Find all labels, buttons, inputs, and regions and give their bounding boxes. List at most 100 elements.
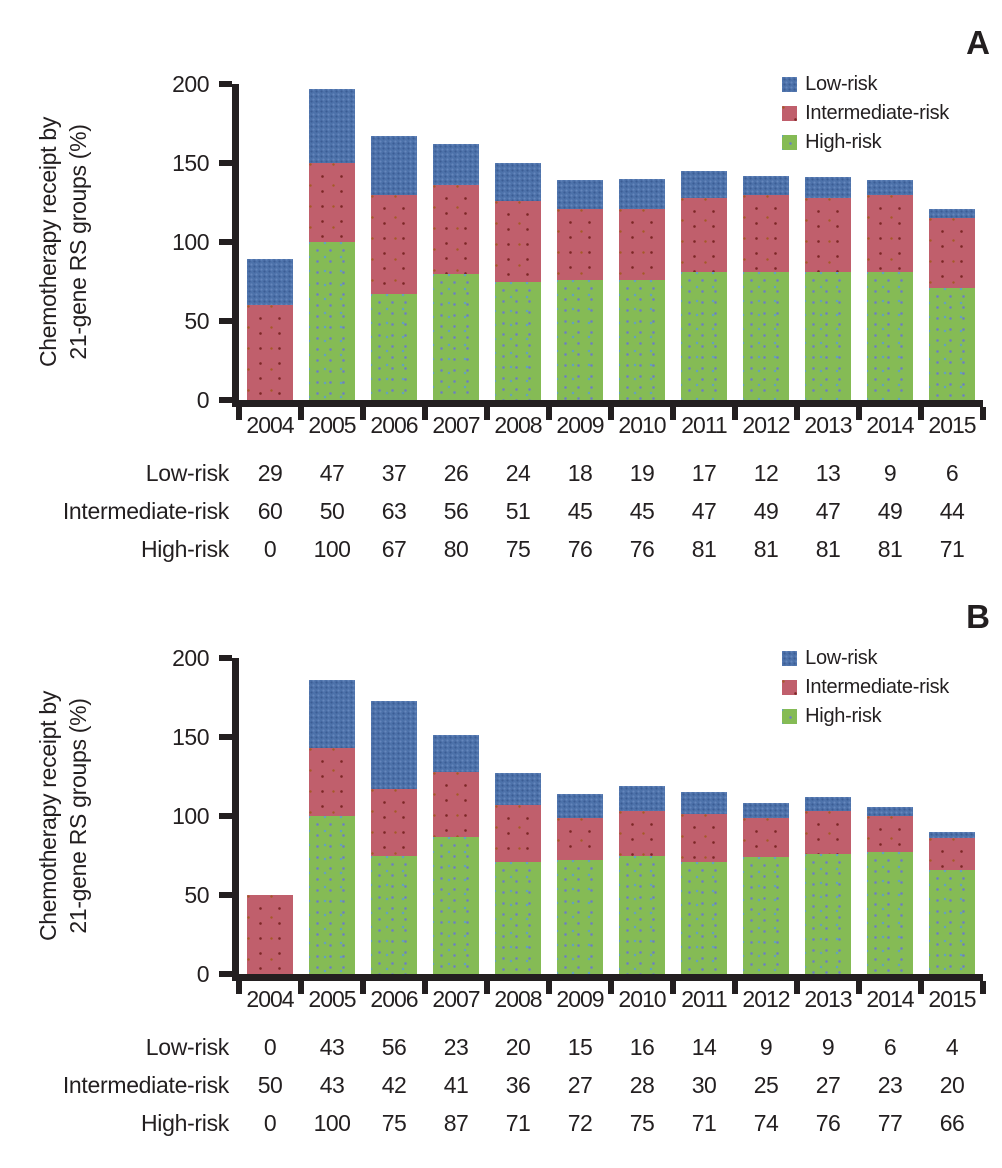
table-value: 43 — [319, 1033, 345, 1060]
x-axis-label: 2015 — [928, 986, 976, 1012]
bar-segment-low — [681, 170, 727, 198]
plot-area: 0 50 100 150 200 Low-risk Intermediate-risk Hi… — [172, 71, 986, 420]
x-axis-label: 2007 — [432, 412, 480, 438]
x-axis-label: 2009 — [556, 412, 604, 438]
bar-segment-intermediate — [495, 200, 541, 282]
bar-2015 — [921, 84, 983, 400]
bar-segment-intermediate — [619, 811, 665, 856]
table-value: 75 — [381, 1109, 407, 1136]
legend-item-high: High-risk — [782, 702, 949, 731]
bar-segment-low — [557, 793, 603, 818]
bar-segment-intermediate — [929, 218, 975, 288]
x-tick-mark — [422, 981, 428, 994]
bar-segment-high — [743, 857, 789, 974]
x-axis-label: 2006 — [370, 412, 418, 438]
bar-stack-2004 — [247, 259, 293, 400]
bar-2012 — [735, 84, 797, 400]
table-value: 0 — [263, 1033, 277, 1060]
table-value: 29 — [257, 459, 283, 486]
bar-2013 — [797, 658, 859, 974]
legend-swatch-low — [782, 77, 798, 92]
table-value: 66 — [939, 1109, 965, 1136]
bar-segment-high — [681, 861, 727, 974]
table-value: 27 — [567, 1071, 593, 1098]
bar-2007 — [425, 84, 487, 400]
bar-stack-2007 — [433, 144, 479, 400]
table-value: 9 — [821, 1033, 835, 1060]
y-tick-mark — [219, 734, 232, 740]
bar-2004 — [239, 84, 301, 400]
y-tick-mark — [219, 239, 232, 245]
bar-segment-low — [929, 208, 975, 219]
bar-segment-intermediate — [371, 194, 417, 295]
table-value: 28 — [629, 1071, 655, 1098]
bar-stack-2006 — [371, 700, 417, 974]
bar-segment-high — [309, 816, 355, 974]
legend-item-high: High-risk — [782, 128, 949, 157]
bar-segment-high — [433, 273, 479, 400]
bar-2007 — [425, 658, 487, 974]
bar-2005 — [301, 84, 363, 400]
table-value: 56 — [381, 1033, 407, 1060]
bar-segment-high — [805, 853, 851, 974]
bar-2013 — [797, 84, 859, 400]
x-tick-mark — [298, 407, 304, 420]
bar-segment-low — [557, 180, 603, 209]
table-value: 45 — [629, 497, 655, 524]
bar-segment-intermediate — [247, 305, 293, 400]
bar-stack-2008 — [495, 163, 541, 400]
bar-stack-2005 — [309, 680, 355, 974]
x-tick-mark — [918, 981, 924, 994]
x-tick-mark — [732, 981, 738, 994]
legend-item-low: Low-risk — [782, 644, 949, 673]
x-axis-label: 2011 — [681, 986, 727, 1012]
x-tick-mark — [856, 407, 862, 420]
table-value: 47 — [319, 459, 345, 486]
table-value: 14 — [691, 1033, 717, 1060]
bar-stack-2007 — [433, 735, 479, 974]
x-tick-mark — [794, 407, 800, 420]
y-axis-title-line1: Chemotherapy receipt by — [35, 116, 62, 368]
bar-segment-low — [309, 680, 355, 749]
table-row-label: Intermediate-risk — [62, 497, 229, 524]
table-value: 74 — [753, 1109, 779, 1136]
x-tick-mark — [856, 981, 862, 994]
table-row-label: Intermediate-risk — [62, 1071, 229, 1098]
table-value: 63 — [381, 497, 407, 524]
bar-segment-high — [929, 287, 975, 400]
y-tick-label: 100 — [172, 803, 209, 829]
panel-a-label: A — [966, 24, 990, 61]
table-value: 23 — [877, 1071, 903, 1098]
y-axis-title-line2: 21-gene RS groups (%) — [65, 698, 91, 934]
table-value: 6 — [883, 1033, 897, 1060]
x-tick-mark — [360, 981, 366, 994]
table-value: 24 — [505, 459, 531, 486]
table-value: 13 — [815, 459, 841, 486]
table-value: 9 — [883, 459, 897, 486]
y-tick-mark — [219, 892, 232, 898]
bar-segment-low — [867, 806, 913, 817]
legend-label: High-risk — [805, 705, 882, 727]
panel-b-label: B — [966, 598, 990, 635]
bar-segment-intermediate — [743, 194, 789, 273]
table-value: 77 — [877, 1109, 903, 1136]
bar-segment-high — [681, 272, 727, 400]
bar-stack-2011 — [681, 792, 727, 974]
table-value: 56 — [443, 497, 469, 524]
table-value: 81 — [877, 535, 903, 562]
x-axis-label: 2004 — [246, 986, 294, 1012]
bar-segment-low — [743, 175, 789, 195]
bar-segment-low — [805, 177, 851, 198]
y-tick-label: 50 — [184, 882, 209, 908]
bar-2004 — [239, 658, 301, 974]
plot-area: 0 50 100 150 200 Low-risk Intermediate-risk Hi… — [172, 645, 986, 994]
bars — [239, 658, 983, 974]
bar-2006 — [363, 84, 425, 400]
table-value: 76 — [815, 1109, 841, 1136]
table-value: 44 — [939, 497, 965, 524]
table-value: 81 — [691, 535, 717, 562]
panel-a: A Chemotherapy receipt by 21-gene RS gro… — [0, 0, 1002, 572]
bar-stack-2013 — [805, 177, 851, 400]
bar-segment-intermediate — [681, 197, 727, 273]
bar-segment-high — [619, 279, 665, 400]
